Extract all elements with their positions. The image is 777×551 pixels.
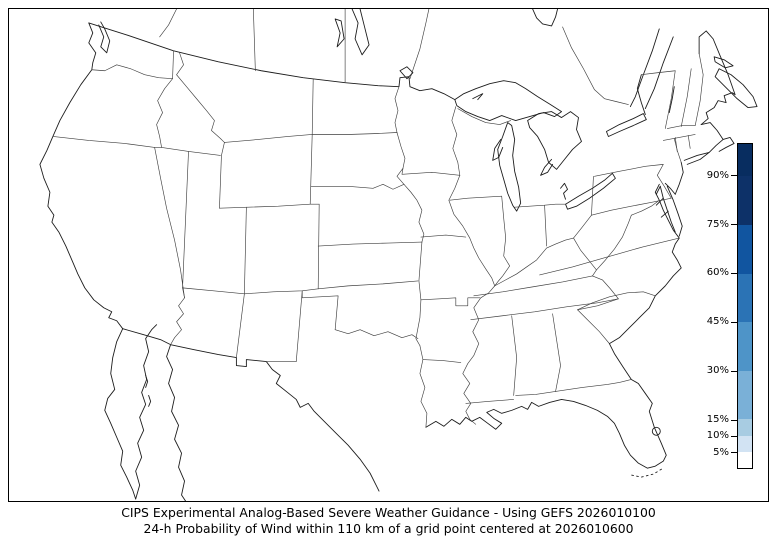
colorbar-tick-label: 90% [706,169,729,181]
colorbar-segment [738,144,752,177]
colorbar-tick-label: 60% [706,267,729,279]
colorbar-tick-label: 75% [706,218,729,230]
coastlines-international-borders [39,9,758,501]
colorbar-segment [738,419,752,436]
colorbar-tick [731,272,737,274]
colorbar-segment [738,451,752,468]
colorbar-segment [738,176,752,225]
colorbar-tick-label: 45% [706,316,729,328]
colorbar-tick-label: 10% [706,430,729,442]
us-map-svg [39,9,758,501]
colorbar-segment [738,435,752,452]
state-borders [52,36,704,436]
colorbar-segment [738,273,752,323]
caption-line-2: 24-h Probability of Wind within 110 km o… [143,520,634,536]
colorbar-segment [738,322,752,371]
colorbar-tick [731,370,737,372]
colorbar-tick-label: 30% [706,365,729,377]
colorbar-tick [731,224,737,225]
colorbar-segment [738,370,752,420]
map-frame [8,8,769,502]
great-lakes [454,80,675,212]
colorbar-tick-label: 15% [706,414,729,426]
colorbar-tick [731,419,737,421]
colorbar-tick [731,452,737,454]
probability-colorbar [737,143,753,469]
colorbar-tick [731,321,737,323]
colorbar-segment [738,225,752,274]
caption-line-1: CIPS Experimental Analog-Based Severe We… [121,505,656,520]
colorbar-tick-label: 5% [713,446,729,458]
caption: CIPS Experimental Analog-Based Severe We… [0,505,777,536]
colorbar-tick [731,435,737,437]
colorbar-tick [731,175,737,177]
